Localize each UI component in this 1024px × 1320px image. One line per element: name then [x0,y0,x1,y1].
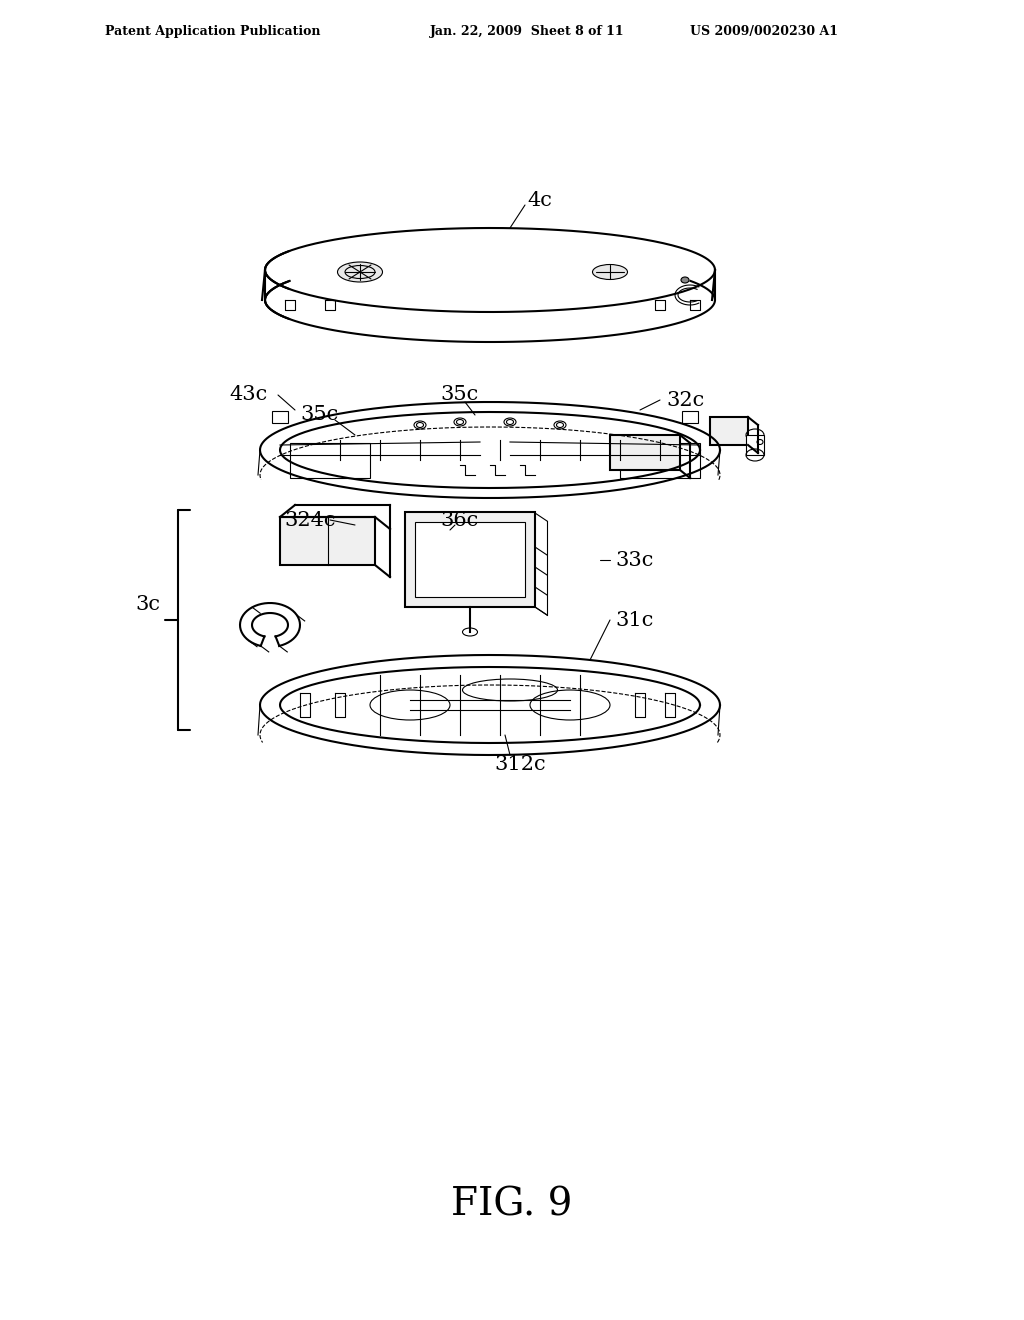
Ellipse shape [593,264,628,280]
Text: 43c: 43c [229,385,267,404]
Bar [280,517,375,565]
Text: 35c: 35c [301,405,339,425]
Text: FIG. 9: FIG. 9 [452,1187,572,1224]
Text: 36c: 36c [441,511,479,529]
Bar [415,521,525,597]
Bar [710,417,748,445]
Text: 312c: 312c [495,755,546,775]
Bar [290,444,370,478]
Bar [746,436,764,455]
Bar [272,411,288,422]
Text: 324c: 324c [285,511,336,529]
Text: Patent Application Publication: Patent Application Publication [105,25,321,38]
Text: 31c: 31c [615,610,654,630]
Bar [620,444,700,478]
Text: US 2009/0020230 A1: US 2009/0020230 A1 [690,25,838,38]
Bar [406,512,535,607]
Bar [610,436,680,470]
Text: 4c: 4c [527,190,552,210]
Text: 32c: 32c [666,391,705,409]
Text: 35c: 35c [441,385,479,404]
Ellipse shape [338,261,383,282]
Bar [682,411,698,422]
Text: Jan. 22, 2009  Sheet 8 of 11: Jan. 22, 2009 Sheet 8 of 11 [430,25,625,38]
Text: 3c: 3c [135,595,161,615]
Text: 33c: 33c [615,550,654,569]
Ellipse shape [681,277,689,282]
